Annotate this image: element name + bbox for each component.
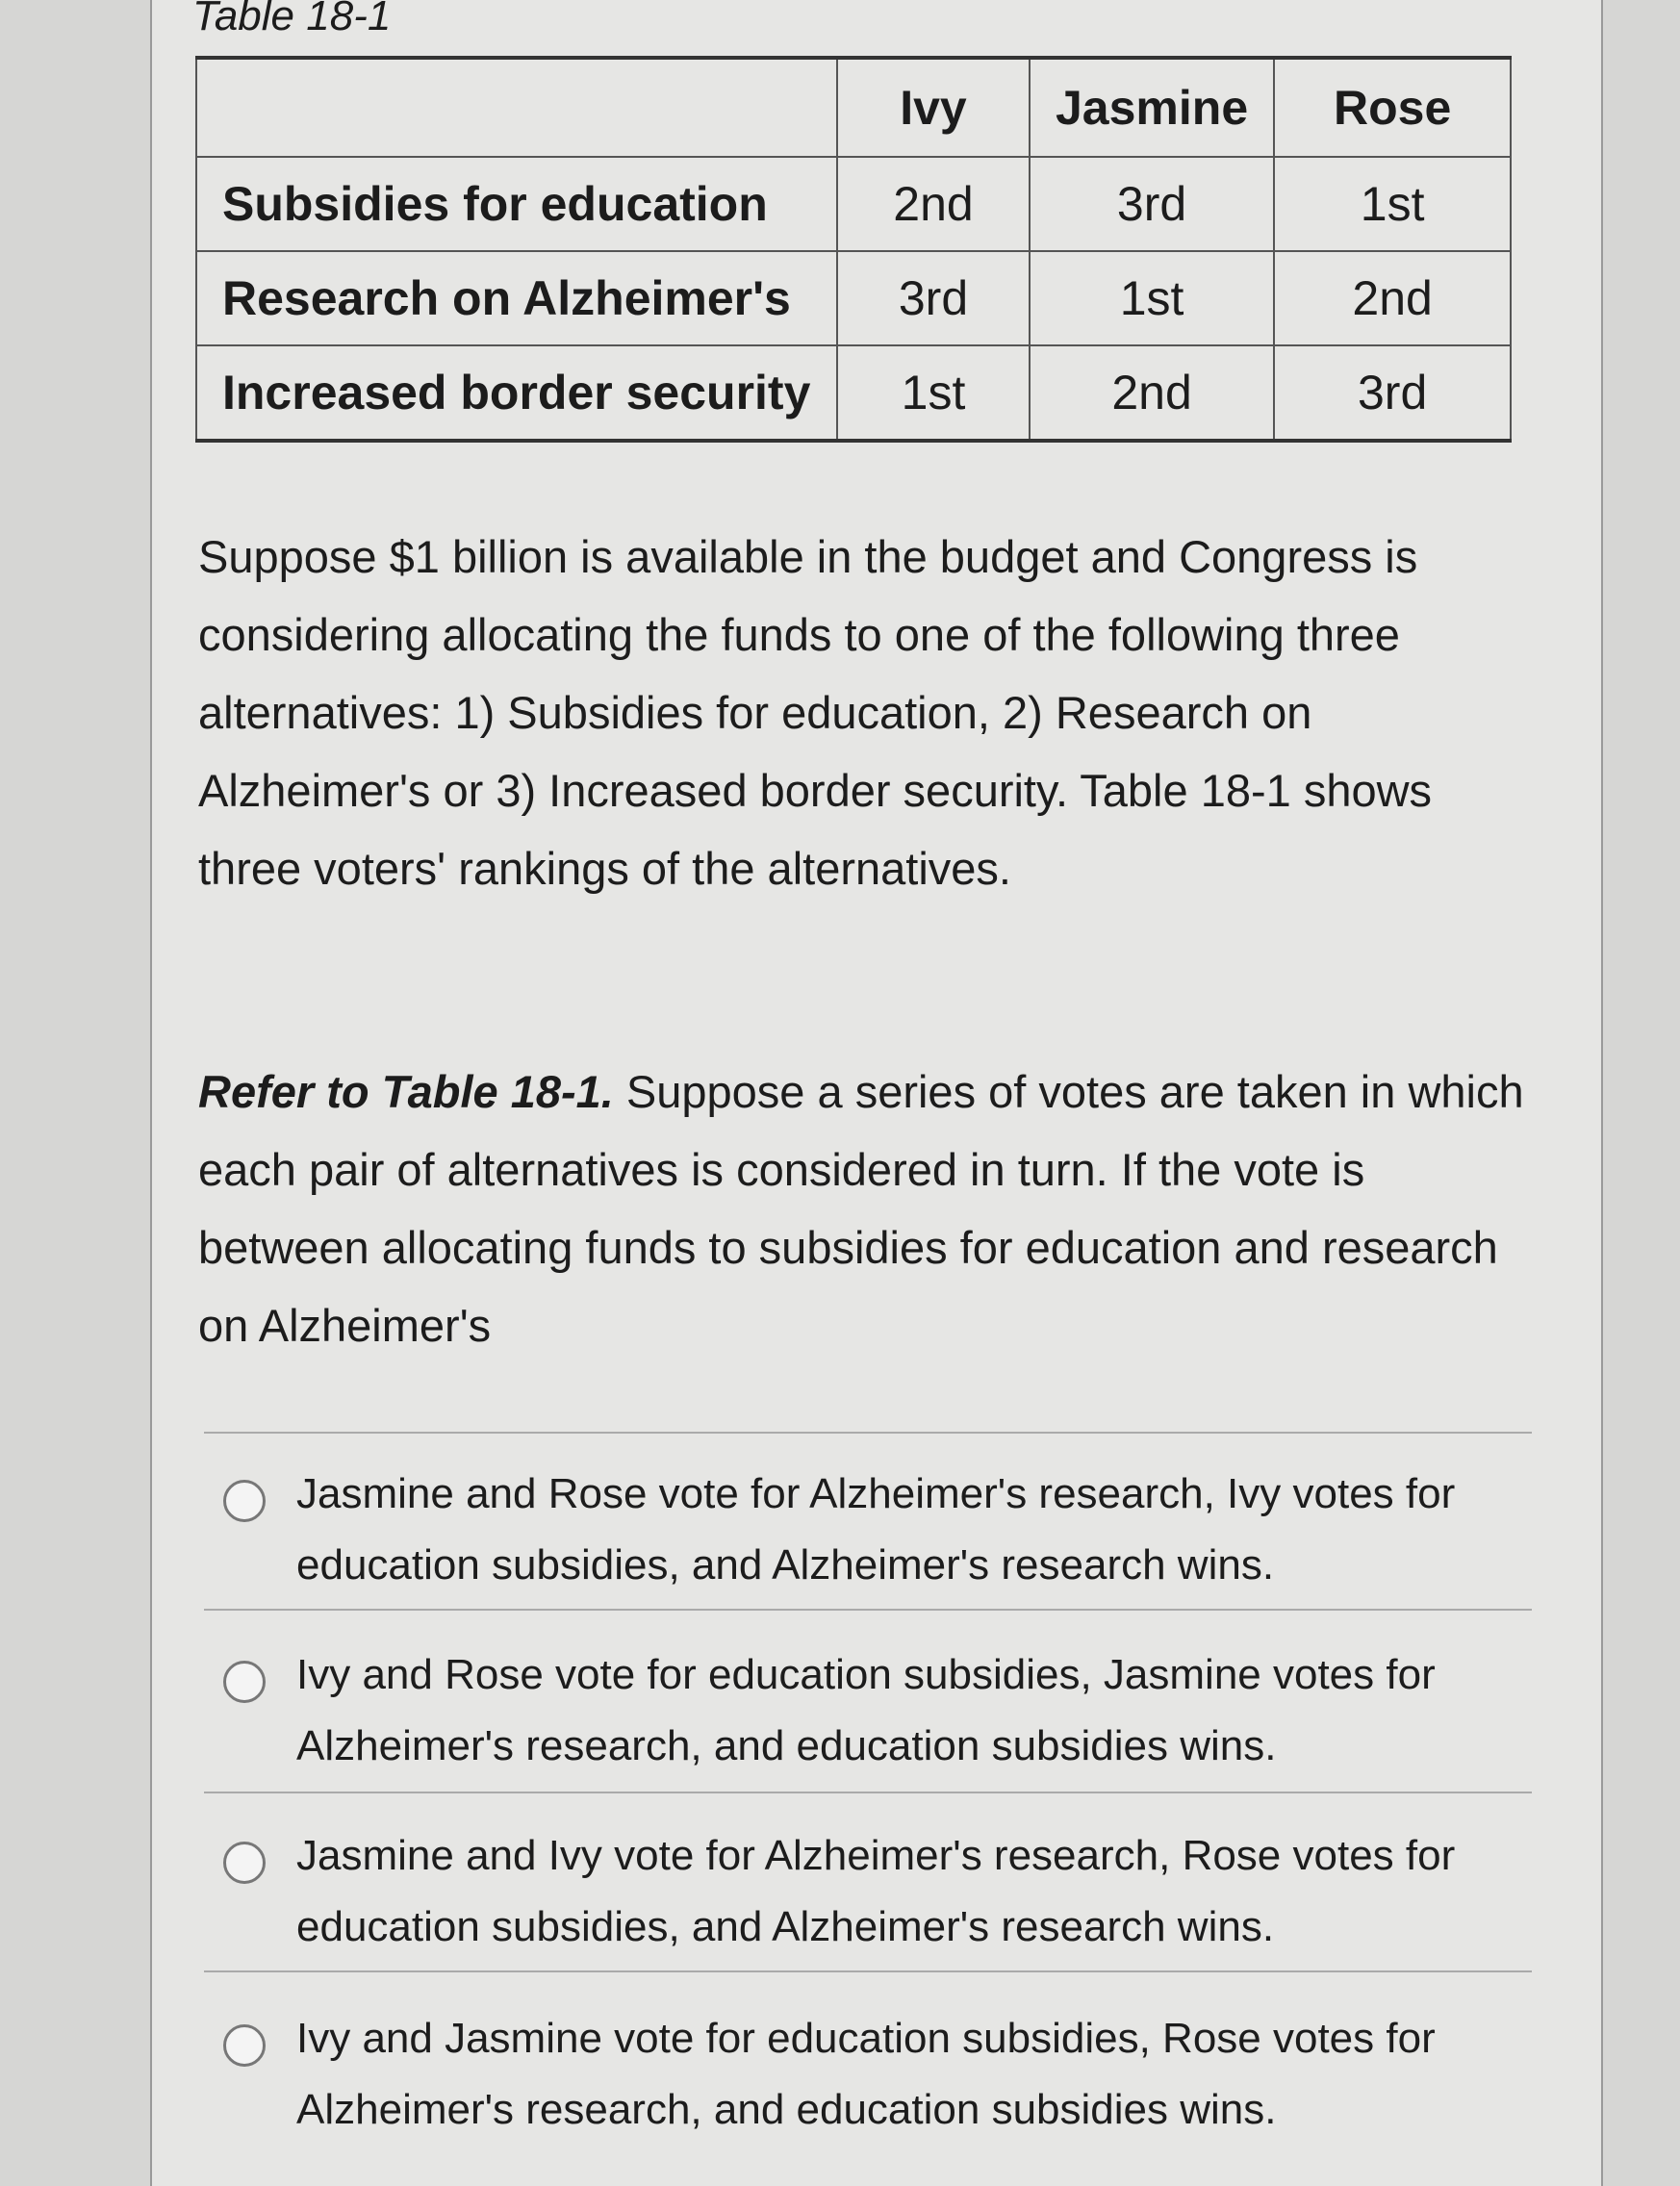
header-ivy: Ivy — [836, 56, 1031, 158]
cell: 2nd — [1273, 250, 1513, 346]
answer-option-1[interactable]: Jasmine and Rose vote for Alzheimer's re… — [223, 1459, 1551, 1601]
option-label: Jasmine and Rose vote for Alzheimer's re… — [296, 1470, 1456, 1589]
row-label: Research on Alzheimer's — [195, 250, 838, 346]
answer-option-4[interactable]: Ivy and Jasmine vote for education subsi… — [223, 2003, 1551, 2146]
header-blank — [195, 56, 838, 158]
radio-button[interactable] — [223, 1842, 266, 1884]
divider — [204, 1432, 1532, 1434]
row-label: Increased border security — [195, 344, 838, 443]
radio-button[interactable] — [223, 1480, 266, 1522]
option-label: Ivy and Jasmine vote for education subsi… — [296, 2015, 1436, 2133]
cell: 1st — [1028, 250, 1276, 346]
divider — [204, 1609, 1532, 1611]
question-body: Suppose a series of votes are taken in w… — [198, 1066, 1524, 1351]
rankings-table: Ivy Jasmine Rose Subsidies for education… — [195, 56, 1513, 443]
answer-option-3[interactable]: Jasmine and Ivy vote for Alzheimer's res… — [223, 1820, 1551, 1963]
cell: 3rd — [836, 250, 1031, 346]
divider — [204, 1792, 1532, 1793]
radio-button[interactable] — [223, 1661, 266, 1703]
row-label: Subsidies for education — [195, 156, 838, 252]
question-text: Refer to Table 18-1. Suppose a series of… — [198, 1053, 1526, 1364]
question-ref: Refer to Table 18-1. — [198, 1066, 614, 1117]
table-row: Subsidies for education 2nd 3rd 1st — [195, 156, 1513, 252]
table-caption: Table 18-1 — [192, 0, 392, 39]
cell: 3rd — [1273, 344, 1513, 443]
table-header-row: Ivy Jasmine Rose — [195, 56, 1513, 158]
table-row: Research on Alzheimer's 3rd 1st 2nd — [195, 250, 1513, 346]
table-row: Increased border security 1st 2nd 3rd — [195, 344, 1513, 443]
option-label: Ivy and Rose vote for education subsidie… — [296, 1651, 1436, 1769]
intro-text: Suppose $1 billion is available in the b… — [198, 531, 1433, 894]
cell: 1st — [836, 344, 1031, 443]
cell: 1st — [1273, 156, 1513, 252]
option-label: Jasmine and Ivy vote for Alzheimer's res… — [296, 1832, 1456, 1950]
divider — [204, 1970, 1532, 1972]
radio-button[interactable] — [223, 2024, 266, 2067]
cell: 2nd — [836, 156, 1031, 252]
cell: 3rd — [1028, 156, 1276, 252]
answer-option-2[interactable]: Ivy and Rose vote for education subsidie… — [223, 1640, 1551, 1782]
cell: 2nd — [1028, 344, 1276, 443]
header-jasmine: Jasmine — [1028, 56, 1276, 158]
header-rose: Rose — [1273, 56, 1513, 158]
